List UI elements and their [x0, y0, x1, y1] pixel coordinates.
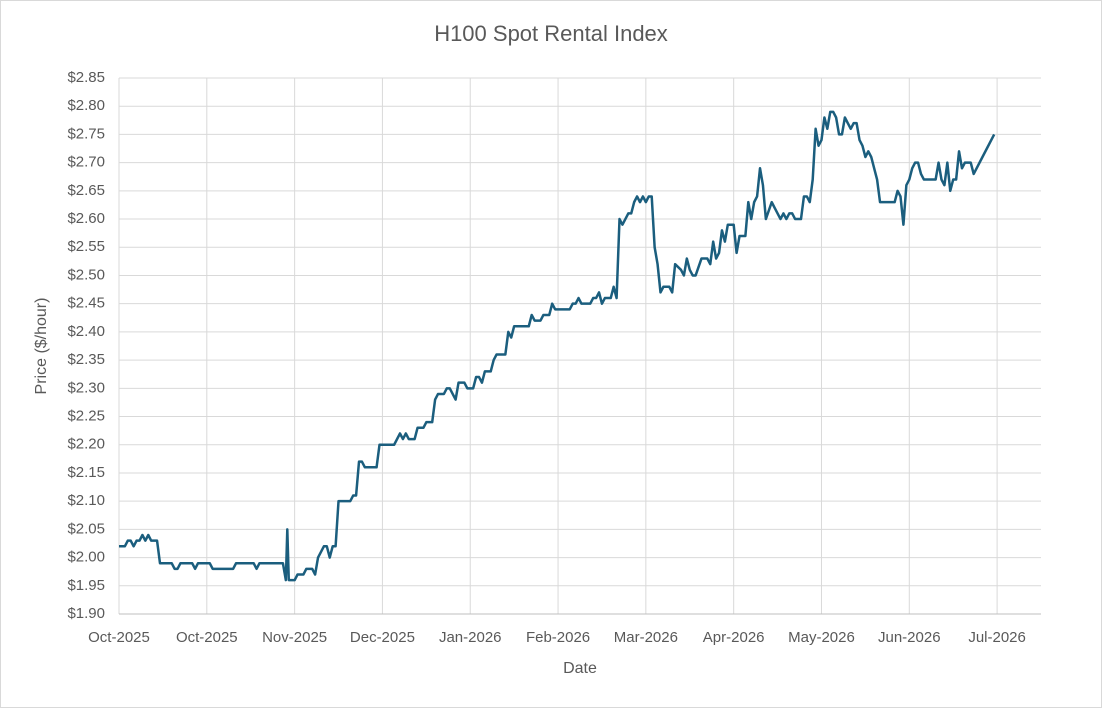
- y-tick-label: $2.25: [67, 407, 105, 424]
- x-tick-label: Feb-2026: [526, 629, 590, 646]
- y-tick-label: $2.35: [67, 351, 105, 368]
- y-tick-label: $2.70: [67, 154, 105, 171]
- x-tick-label: Jul-2026: [968, 629, 1026, 646]
- x-tick-label: Nov-2025: [262, 629, 327, 646]
- y-tick-label: $2.15: [67, 464, 105, 481]
- x-tick-label: May-2026: [788, 629, 855, 646]
- x-tick-label: Apr-2026: [703, 629, 765, 646]
- y-tick-label: $1.90: [67, 605, 105, 622]
- y-tick-label: $2.10: [67, 492, 105, 509]
- x-tick-label: Jan-2026: [439, 629, 502, 646]
- y-tick-label: $2.40: [67, 323, 105, 340]
- y-tick-label: $2.85: [67, 69, 105, 86]
- y-tick-label: $2.50: [67, 266, 105, 283]
- y-tick-label: $2.60: [67, 210, 105, 227]
- x-tick-label: Oct-2025: [88, 629, 150, 646]
- x-tick-label: Mar-2026: [614, 629, 678, 646]
- y-tick-label: $2.55: [67, 238, 105, 255]
- y-tick-label: $2.80: [67, 97, 105, 114]
- x-tick-label: Dec-2025: [350, 629, 415, 646]
- y-axis-title: Price ($/hour): [33, 298, 50, 395]
- y-tick-label: $2.05: [67, 520, 105, 537]
- x-axis-title: Date: [563, 660, 597, 677]
- data-line: [119, 110, 996, 582]
- x-tick-label: Jun-2026: [878, 629, 941, 646]
- y-tick-label: $2.00: [67, 549, 105, 566]
- y-tick-label: $1.95: [67, 577, 105, 594]
- y-tick-label: $2.20: [67, 436, 105, 453]
- y-tick-label: $2.65: [67, 182, 105, 199]
- y-tick-label: $2.30: [67, 379, 105, 396]
- x-tick-label: Oct-2025: [176, 629, 238, 646]
- y-tick-label: $2.45: [67, 295, 105, 312]
- chart-title: H100 Spot Rental Index: [434, 21, 668, 46]
- y-tick-label: $2.75: [67, 125, 105, 142]
